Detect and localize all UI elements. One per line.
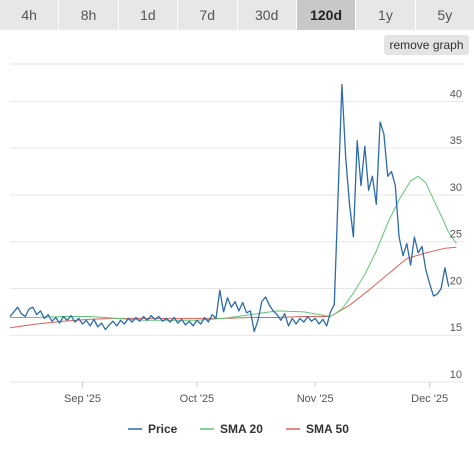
y-tick-label: 15	[450, 322, 462, 334]
tab-8h[interactable]: 8h	[59, 0, 119, 30]
legend: Price SMA 20 SMA 50	[128, 422, 349, 436]
timeframe-tabs: 4h 8h 1d 7d 30d 120d 1y 5y	[0, 0, 474, 30]
y-tick-label: 20	[450, 275, 462, 287]
series-lines	[9, 83, 457, 333]
y-axis-labels: 10 15 20 25 30 35 40	[450, 88, 462, 381]
series-line-sma-20	[10, 175, 457, 321]
y-tick-label: 35	[450, 135, 462, 147]
tab-5y[interactable]: 5y	[415, 0, 474, 30]
legend-label: SMA 20	[220, 422, 263, 436]
tab-30d[interactable]: 30d	[237, 0, 297, 30]
x-tick-label: Nov '25	[297, 393, 334, 405]
tab-1d[interactable]: 1d	[118, 0, 179, 30]
x-axis-labels: Sep '25 Oct '25 Nov '25 Dec '25	[64, 393, 448, 405]
legend-label: Price	[148, 422, 178, 436]
legend-item-price[interactable]: Price	[128, 422, 178, 436]
y-tick-label: 10	[450, 369, 462, 381]
x-tick-label: Dec '25	[411, 393, 448, 405]
y-tick-label: 40	[450, 88, 462, 100]
legend-item-sma-20[interactable]: SMA 20	[200, 422, 263, 436]
legend-item-sma-50[interactable]: SMA 50	[286, 422, 349, 436]
remove-graph-button[interactable]: remove graph	[384, 35, 469, 55]
grid-lines	[10, 63, 464, 387]
series-line-price	[9, 83, 450, 333]
tab-7d[interactable]: 7d	[178, 0, 238, 30]
y-tick-label: 25	[450, 229, 462, 241]
tab-1y[interactable]: 1y	[356, 0, 416, 30]
series-line-sma-50	[9, 246, 457, 329]
price-chart: 10 15 20 25 30 35 40 Sep '25 Oct '25 Nov '25 Dec …	[9, 63, 464, 436]
x-tick-label: Sep '25	[64, 393, 101, 405]
tab-120d[interactable]: 120d	[296, 0, 357, 30]
legend-label: SMA 50	[306, 422, 349, 436]
x-tick-label: Oct '25	[180, 393, 215, 405]
tab-4h[interactable]: 4h	[0, 0, 60, 30]
y-tick-label: 30	[450, 182, 462, 194]
